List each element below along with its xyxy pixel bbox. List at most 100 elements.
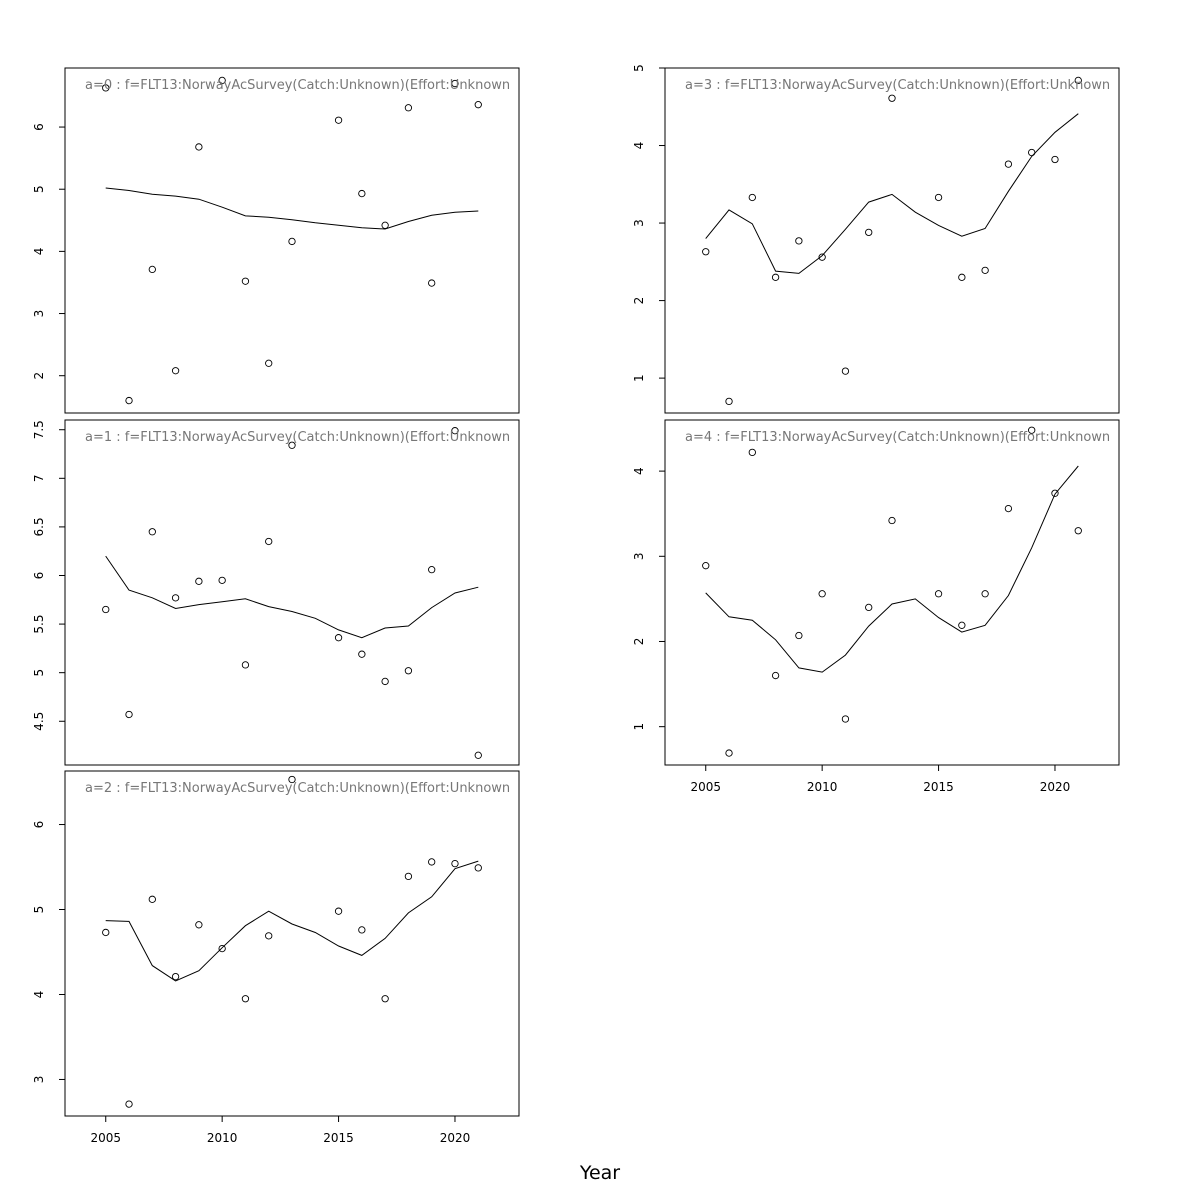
panel-title: a=4 : f=FLT13:NorwayAcSurvey(Catch:Unkno… <box>685 430 1110 445</box>
data-point <box>474 864 482 872</box>
plot-frame <box>664 419 1120 766</box>
y-tick-label: 3 <box>32 310 46 318</box>
data-point <box>451 427 459 435</box>
data-point <box>404 667 413 675</box>
data-point <box>404 872 413 881</box>
data-point <box>1004 504 1013 513</box>
data-point <box>358 926 366 934</box>
data-point <box>958 273 966 281</box>
x-axis-label: Year <box>579 1162 620 1184</box>
data-point <box>725 749 733 757</box>
data-point <box>888 94 896 102</box>
data-point <box>381 677 389 686</box>
data-point <box>195 577 203 585</box>
y-tick-label: 4 <box>632 467 646 475</box>
data-point <box>288 775 296 784</box>
y-tick-label: 3 <box>32 1076 46 1084</box>
data-point <box>702 562 710 570</box>
data-point <box>358 189 366 198</box>
data-point <box>771 273 780 281</box>
data-point <box>451 859 459 868</box>
fit-line <box>105 187 479 230</box>
data-point <box>334 116 343 124</box>
panel-title: a=2 : f=FLT13:NorwayAcSurvey(Catch:Unkno… <box>85 781 510 796</box>
data-point <box>934 193 943 202</box>
y-tick-label: 6 <box>32 572 46 580</box>
data-point <box>1051 155 1059 164</box>
data-point <box>934 590 943 598</box>
x-tick-label: 2010 <box>207 1131 238 1145</box>
data-point <box>241 995 250 1003</box>
plot-frame <box>64 67 520 414</box>
data-point <box>428 858 436 866</box>
fit-line <box>705 113 1079 274</box>
data-point <box>981 590 989 598</box>
y-tick-label: 2 <box>632 297 646 305</box>
x-tick-label: 2015 <box>923 780 954 794</box>
data-point <box>474 101 482 109</box>
y-tick-label: 3 <box>632 219 646 227</box>
data-point <box>241 277 250 285</box>
data-point <box>958 621 966 629</box>
y-tick-label: 4 <box>632 142 646 150</box>
y-tick-label: 5 <box>32 185 46 193</box>
data-point <box>865 228 873 237</box>
data-point <box>1051 489 1059 497</box>
plot-frame <box>64 770 520 1117</box>
data-point <box>795 237 803 245</box>
data-point <box>795 631 803 640</box>
y-tick-label: 6 <box>32 123 46 131</box>
x-tick-label: 2020 <box>440 1131 471 1145</box>
x-tick-label: 2010 <box>807 780 838 794</box>
data-point <box>771 671 780 680</box>
panel-title: a=3 : f=FLT13:NorwayAcSurvey(Catch:Unkno… <box>685 78 1110 93</box>
data-point <box>102 84 110 92</box>
data-point <box>818 253 826 261</box>
data-point <box>218 76 226 85</box>
data-point <box>451 79 459 88</box>
data-point <box>818 590 826 598</box>
data-point <box>748 448 756 457</box>
y-tick-label: 2 <box>32 372 46 380</box>
fit-line <box>105 860 479 982</box>
data-point <box>218 576 226 585</box>
fit-line <box>105 555 479 639</box>
x-tick-label: 2015 <box>323 1131 354 1145</box>
data-point <box>865 603 873 612</box>
data-point <box>1074 527 1082 535</box>
data-point <box>474 751 482 759</box>
data-point <box>102 605 110 614</box>
data-point <box>218 944 226 953</box>
data-point <box>381 221 389 229</box>
y-tick-label: 4 <box>32 248 46 256</box>
y-tick-label: 5 <box>632 64 646 72</box>
panel-title: a=1 : f=FLT13:NorwayAcSurvey(Catch:Unkno… <box>85 430 510 445</box>
data-point <box>702 248 710 256</box>
data-point <box>171 367 180 375</box>
data-point <box>748 193 756 202</box>
data-point <box>841 367 850 375</box>
data-point <box>288 441 296 449</box>
y-tick-label: 5 <box>32 669 46 677</box>
data-point <box>125 396 133 405</box>
data-point <box>195 921 203 929</box>
data-point <box>358 650 366 658</box>
data-point <box>1004 160 1013 168</box>
y-tick-label: 6 <box>32 821 46 829</box>
data-point <box>265 537 273 546</box>
panel-title: a=0 : f=FLT13:NorwayAcSurvey(Catch:Unkno… <box>85 78 510 93</box>
data-point <box>102 928 110 937</box>
data-point <box>841 715 850 723</box>
data-point <box>195 143 203 151</box>
data-point <box>1028 148 1036 157</box>
y-tick-label: 4.5 <box>32 712 46 731</box>
x-tick-label: 2005 <box>90 1131 121 1145</box>
data-point <box>381 995 389 1003</box>
data-point <box>265 932 273 940</box>
data-point <box>171 594 180 602</box>
data-point <box>334 907 343 915</box>
y-tick-label: 5.5 <box>32 615 46 634</box>
data-point <box>334 634 343 642</box>
data-point <box>265 359 273 367</box>
